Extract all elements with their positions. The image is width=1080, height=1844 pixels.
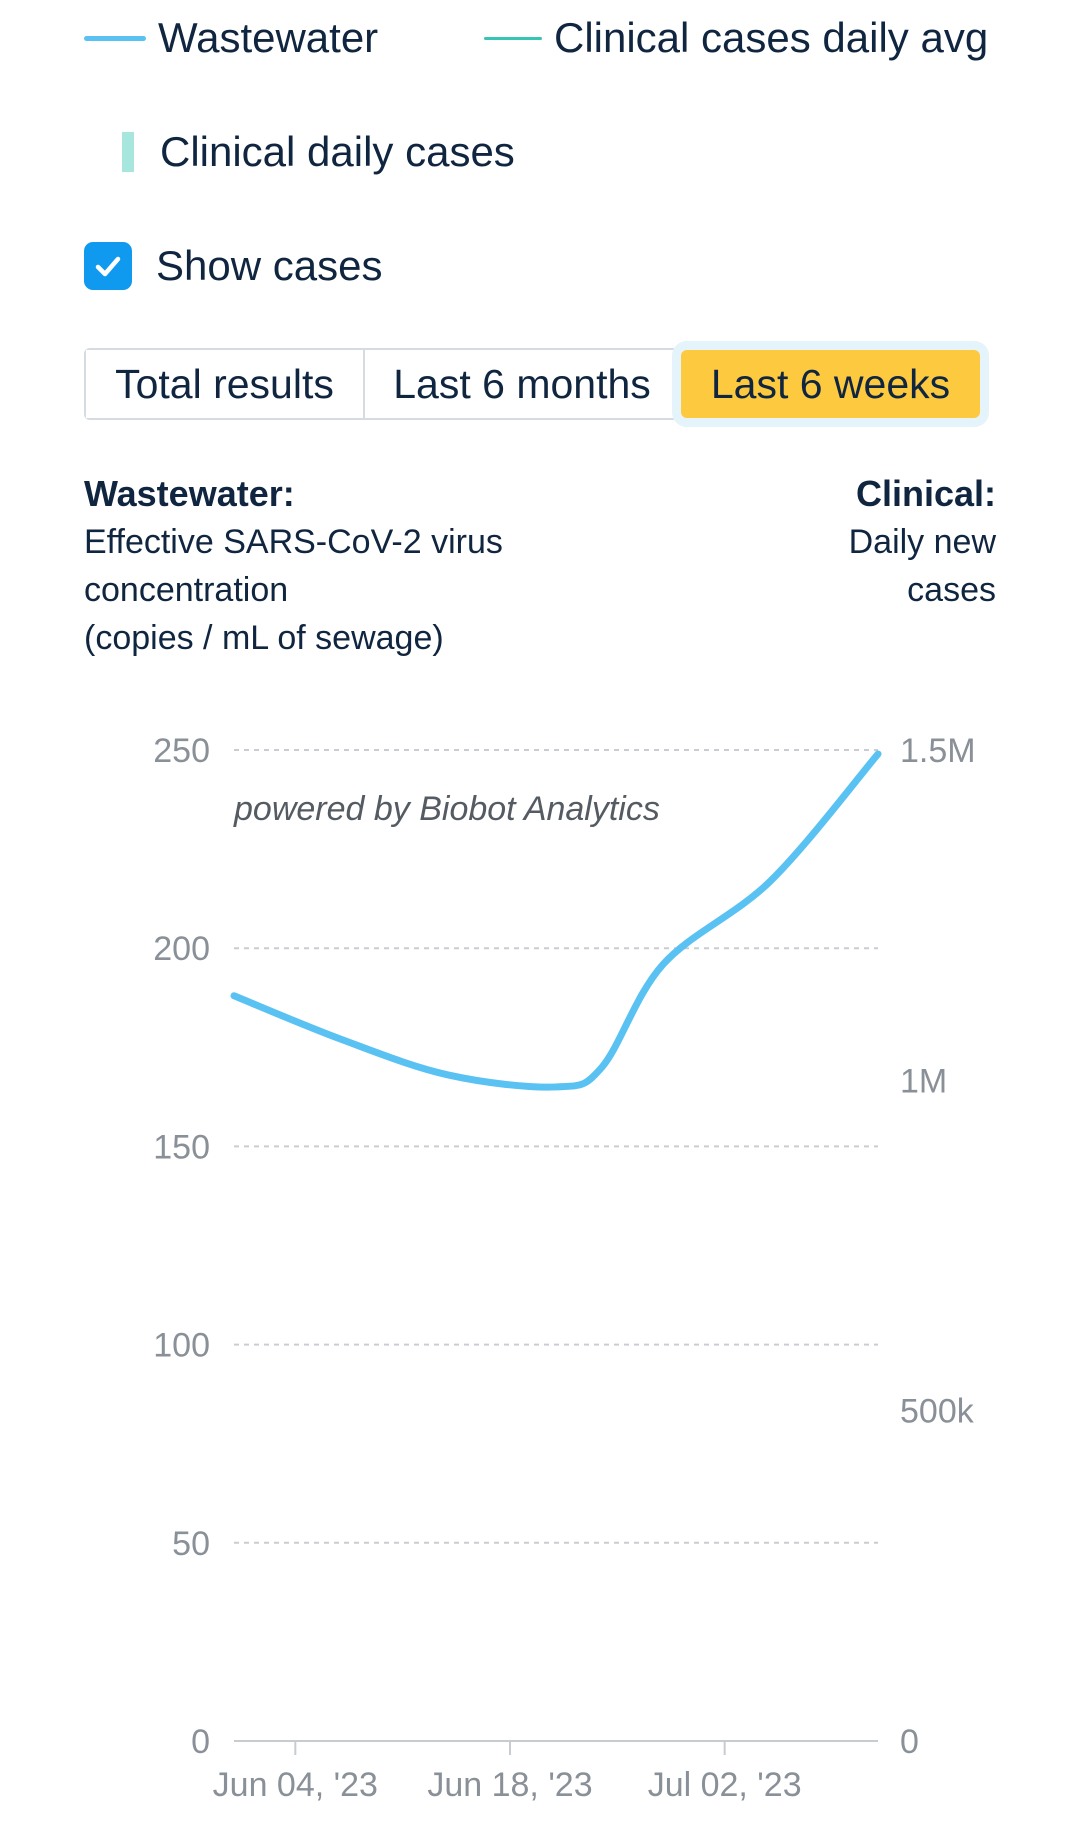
legend-item-wastewater[interactable]: Wastewater (84, 14, 378, 62)
right-axis-tick-label: 0 (900, 1723, 919, 1761)
legend-item-clinical-daily[interactable]: Clinical daily cases (122, 128, 515, 176)
show-cases-label: Show cases (156, 242, 383, 289)
legend-label-wastewater: Wastewater (158, 14, 379, 61)
right-axis-title: Clinical: Daily new cases (736, 470, 996, 614)
wastewater-series-line[interactable] (230, 750, 882, 1091)
clinical-avg-line-swatch (484, 36, 542, 40)
clinical-daily-bar-swatch (122, 132, 134, 172)
x-axis-tick-label: Jun 18, '23 (427, 1766, 592, 1804)
range-option-last-6-months[interactable]: Last 6 months (365, 350, 681, 418)
left-axis-tick-label: 150 (153, 1128, 210, 1166)
right-axis-line-1: Daily new (848, 523, 996, 561)
left-axis-tick-label: 200 (153, 930, 210, 968)
left-axis-line-1: Effective SARS-CoV-2 virus (84, 523, 503, 561)
show-cases-checkbox[interactable] (84, 242, 132, 290)
range-toggle-group: Total results Last 6 months Last 6 weeks (84, 348, 982, 420)
left-axis-tick-label: 250 (153, 732, 210, 770)
left-axis-heading: Wastewater: (84, 473, 295, 514)
legend-item-clinical-avg[interactable]: Clinical cases daily avg (484, 14, 988, 62)
left-axis-line-2: concentration (84, 571, 289, 609)
right-axis-line-2: cases (907, 571, 996, 609)
right-axis-tick-label: 1M (900, 1062, 947, 1100)
legend-label-clinical-avg: Clinical cases daily avg (554, 14, 989, 61)
left-axis-tick-label: 0 (191, 1723, 210, 1761)
left-axis-title: Wastewater: Effective SARS-CoV-2 virus c… (84, 470, 644, 662)
left-axis-line-3: (copies / mL of sewage) (84, 619, 444, 657)
left-axis-tick-label: 100 (153, 1327, 210, 1365)
x-axis-tick-label: Jul 02, '23 (648, 1766, 802, 1804)
show-cases-toggle[interactable]: Show cases (84, 242, 382, 290)
right-axis-tick-label: 500k (900, 1393, 975, 1431)
left-axis-tick-label: 50 (172, 1525, 210, 1563)
x-axis-tick-label: Jun 04, '23 (213, 1766, 378, 1804)
wastewater-line-swatch (84, 35, 146, 41)
right-axis-tick-label: 1.5M (900, 732, 976, 770)
right-axis-heading: Clinical: (855, 473, 996, 514)
range-option-total-results[interactable]: Total results (86, 350, 365, 418)
watermark-text: powered by Biobot Analytics (233, 790, 660, 828)
range-option-last-6-weeks[interactable]: Last 6 weeks (681, 350, 980, 418)
legend-label-clinical-daily: Clinical daily cases (160, 128, 515, 175)
checkmark-icon (95, 256, 121, 277)
